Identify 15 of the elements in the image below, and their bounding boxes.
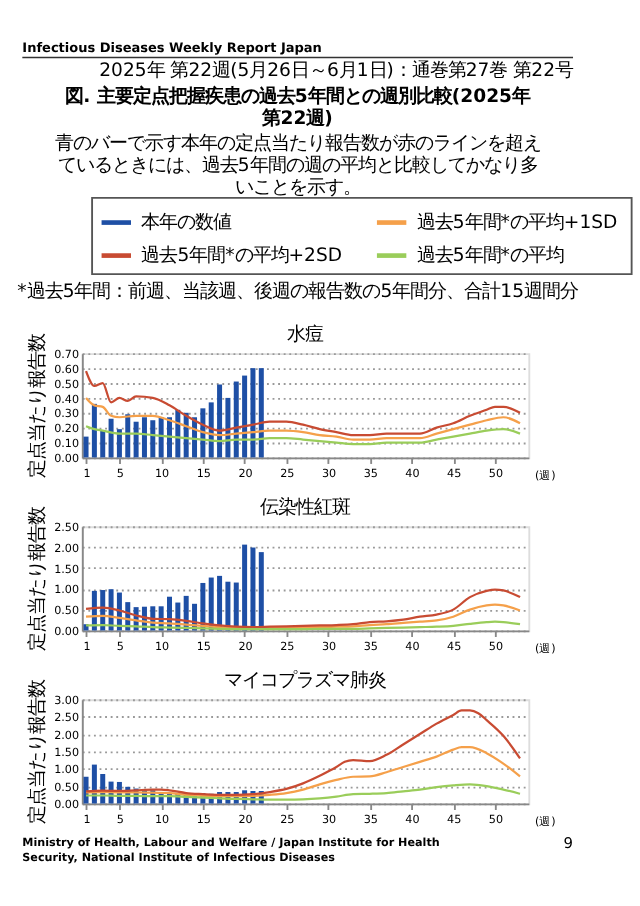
- chart-title: 水痘: [287, 324, 324, 347]
- text: 2025年 第22週(5月26日～6月1日)：通巻第27巻 第22号: [99, 60, 574, 83]
- y-axis-title: 定点当たり報告数: [27, 680, 50, 825]
- text: 9: [563, 834, 574, 853]
- text: 図. 主要定点把握疾患の過去5年間との週別比較(2025年第22週): [65, 86, 531, 131]
- y-axis-title: 定点当たり報告数: [27, 334, 50, 479]
- legend-label: 過去5年間*の平均+1SD: [416, 212, 618, 235]
- legend-label: 本年の数値: [141, 212, 232, 235]
- legend-label: 過去5年間*の平均+2SD: [141, 245, 343, 268]
- chart-title: 伝染性紅斑: [260, 497, 351, 520]
- y-axis-title: 定点当たり報告数: [27, 507, 50, 652]
- text: 青のバーで示す本年の定点当たり報告数が赤のラインを超えているときには、過去5年間の週の平均と比較してかなり多いことを示す。: [54, 132, 541, 200]
- text: *過去5年間：前週、当該週、後週の報告数の5年間分、合計15週間分: [17, 281, 578, 304]
- legend-label: 過去5年間*の平均: [416, 245, 564, 268]
- chart-title: マイコプラズマ肺炎: [224, 670, 387, 693]
